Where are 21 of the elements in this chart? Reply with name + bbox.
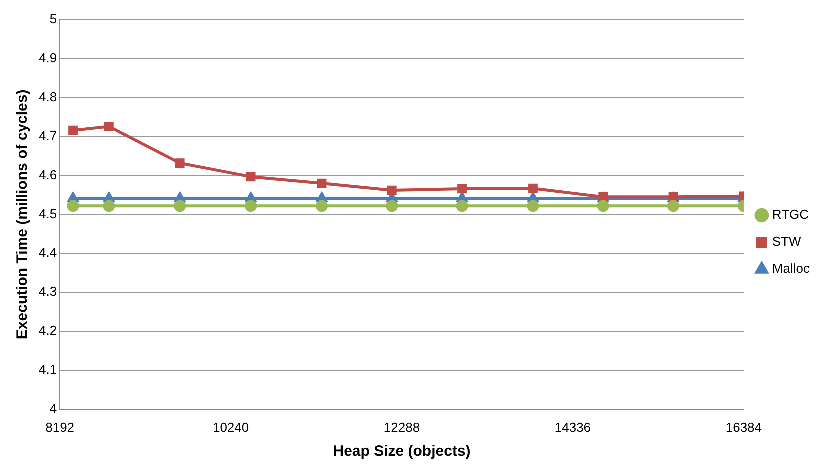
y-tick-label: 4.2 xyxy=(38,323,58,338)
y-tick-label: 4.8 xyxy=(38,89,58,104)
legend-label: STW xyxy=(772,234,802,250)
legend-label: RTGC xyxy=(772,207,810,222)
y-tick-label: 4.4 xyxy=(38,245,58,260)
x-tick-label: 14336 xyxy=(554,420,592,435)
x-tick-label: 16384 xyxy=(726,420,762,435)
y-tick-label: 4.6 xyxy=(38,167,58,182)
x-tick-label: 8192 xyxy=(46,420,75,435)
y-tick-label: 4.7 xyxy=(38,128,58,144)
y-tick-label: 4.1 xyxy=(38,362,58,378)
legend-label: Malloc xyxy=(772,261,810,276)
x-tick-label: 12288 xyxy=(384,420,420,435)
y-tick-label: 4 xyxy=(50,400,58,416)
y-tick-label: 5 xyxy=(50,12,58,27)
y-axis-title: Execution Time (millions of cycles) xyxy=(14,90,32,340)
x-axis-title: Heap Size (objects) xyxy=(333,443,471,460)
y-tick-label: 4.9 xyxy=(38,50,58,66)
y-tick-label: 4.5 xyxy=(38,206,58,222)
x-tick-label: 10240 xyxy=(212,420,250,435)
y-tick-label: 4.3 xyxy=(38,284,58,300)
